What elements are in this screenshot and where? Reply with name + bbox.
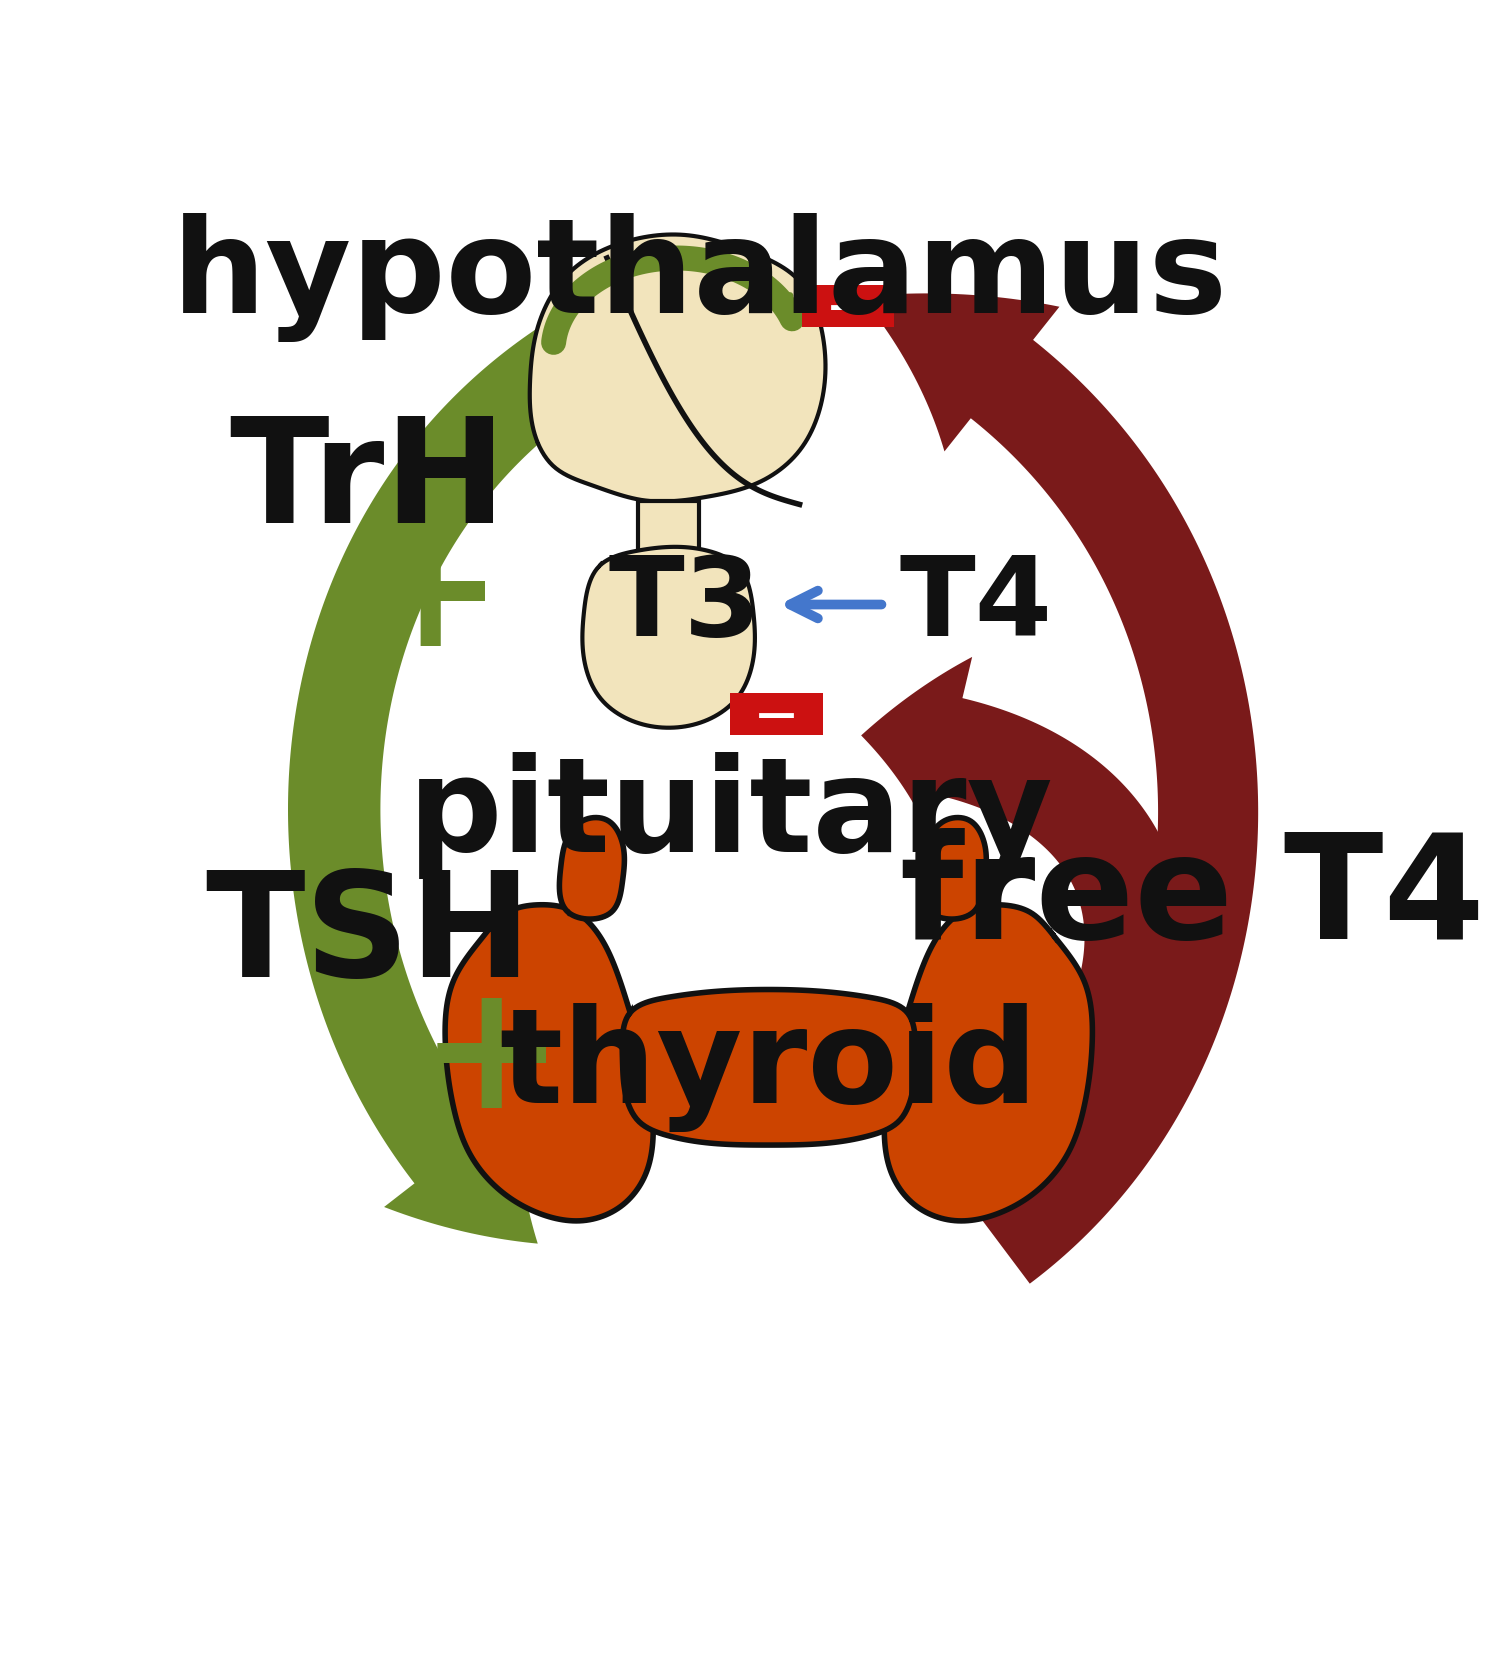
Polygon shape: [638, 502, 699, 567]
Polygon shape: [622, 989, 915, 1145]
Polygon shape: [861, 658, 1185, 1226]
Text: pituitary: pituitary: [408, 751, 1053, 880]
Polygon shape: [288, 320, 600, 1244]
Text: +: +: [419, 974, 564, 1143]
Text: hypothalamus: hypothalamus: [171, 212, 1227, 341]
Text: T3: T3: [608, 552, 760, 658]
Polygon shape: [446, 905, 652, 1221]
Text: +: +: [357, 514, 503, 683]
Polygon shape: [530, 235, 825, 502]
Text: —: —: [758, 696, 796, 734]
Text: —: —: [828, 288, 867, 325]
FancyBboxPatch shape: [802, 285, 894, 328]
Text: TrH: TrH: [230, 411, 507, 552]
Polygon shape: [560, 819, 624, 920]
Polygon shape: [582, 547, 754, 729]
Text: T4: T4: [900, 552, 1053, 658]
Text: thyroid: thyroid: [500, 1002, 1038, 1132]
Polygon shape: [921, 819, 987, 920]
Text: free T4: free T4: [900, 827, 1485, 968]
Polygon shape: [885, 905, 1092, 1221]
Text: TSH: TSH: [206, 865, 531, 1006]
Polygon shape: [861, 295, 1258, 1284]
FancyBboxPatch shape: [730, 694, 822, 736]
